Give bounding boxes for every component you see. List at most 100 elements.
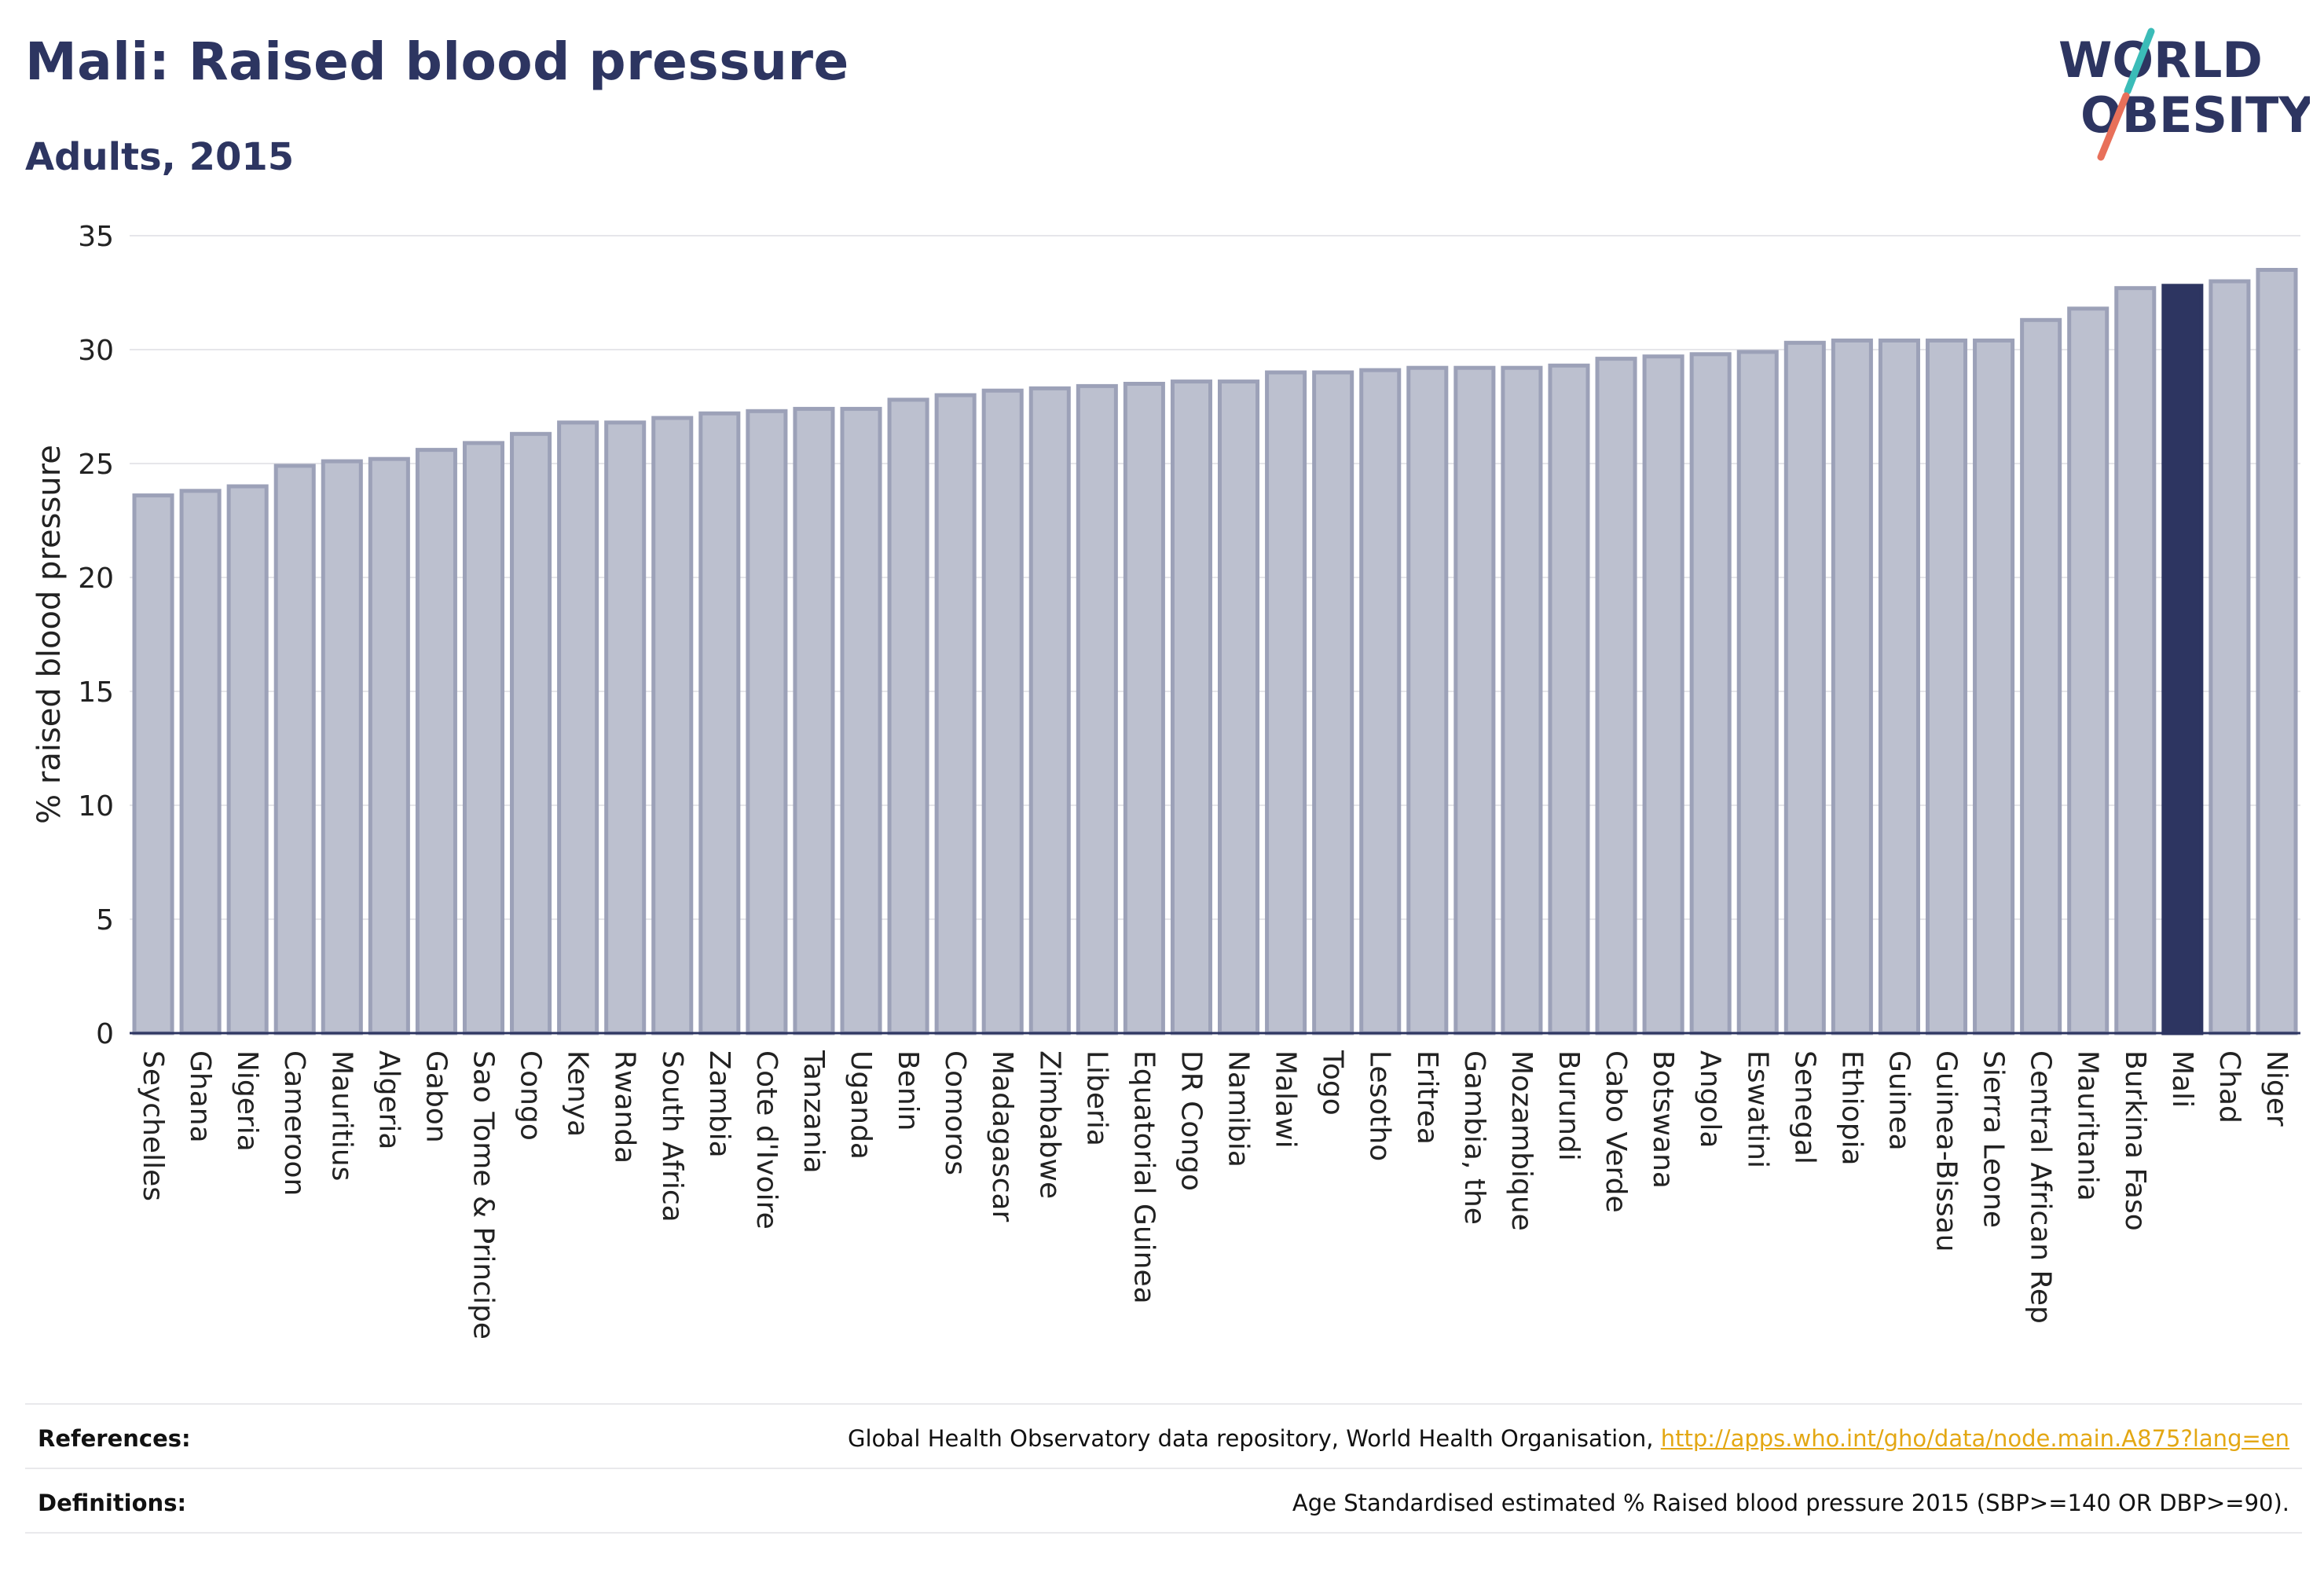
y-tick-label: 25 [78, 449, 114, 481]
x-tick-label: Madagascar [986, 1050, 1018, 1222]
bar-zambia [698, 411, 741, 1035]
references-text: Global Health Observatory data repositor… [847, 1425, 1661, 1452]
x-tick-label: Malawi [1270, 1050, 1302, 1149]
y-tick-label: 15 [78, 676, 114, 709]
bar-benin [887, 398, 929, 1035]
bar-gambia-the [1453, 365, 1496, 1035]
bar-malawi [1265, 370, 1307, 1035]
bar-eritrea [1406, 365, 1449, 1035]
x-tick-label: Equatorial Guinea [1127, 1050, 1160, 1304]
x-tick-label: Mauritania [2072, 1050, 2104, 1201]
divider [25, 1468, 2302, 1469]
x-tick-label: Sierra Leone [1978, 1050, 2010, 1228]
bar-nigeria [226, 484, 269, 1035]
x-tick-label: Burkina Faso [2119, 1050, 2151, 1231]
y-tick-labels: 0 5 10 15 20 25 30 35 [78, 221, 114, 1050]
bar-mali [2161, 284, 2204, 1035]
y-tick-label: 0 [96, 1018, 114, 1050]
divider [25, 1403, 2302, 1405]
x-tick-label: Niger [2260, 1050, 2293, 1127]
definitions-text: Age Standardised estimated % Raised bloo… [1292, 1490, 2289, 1516]
bar-burundi [1548, 363, 1590, 1035]
bar-congo [510, 431, 552, 1035]
bar-gabon [415, 448, 457, 1035]
x-tick-label: Nigeria [231, 1050, 263, 1152]
bar-ghana [179, 489, 222, 1035]
references-value: Global Health Observatory data repositor… [848, 1425, 2289, 1452]
bar-cabo-verde [1595, 357, 1637, 1035]
y-tick-label: 30 [78, 335, 114, 367]
bar-eswatini [1736, 350, 1779, 1035]
x-tick-label: Benin [892, 1050, 924, 1131]
x-tick-label: Togo [1317, 1050, 1349, 1116]
bar-lesotho [1359, 368, 1402, 1035]
x-tick-label: Congo [515, 1050, 547, 1141]
x-tick-label: Angola [1694, 1050, 1726, 1148]
x-tick-label: Mauritius [325, 1050, 357, 1181]
x-tick-label: Namibia [1222, 1050, 1255, 1167]
x-tick-label: Eritrea [1411, 1050, 1443, 1145]
y-tick-label: 10 [78, 790, 114, 823]
logo-line1: WORLD [2058, 31, 2263, 89]
bar-kenya [557, 420, 599, 1035]
world-obesity-logo: WORLD OBESITY [2058, 27, 2310, 161]
references-label: References: [38, 1425, 191, 1452]
x-tick-label: Cameroon [278, 1050, 310, 1196]
bar-niger [2256, 268, 2298, 1035]
bar-zimbabwe [1028, 386, 1071, 1035]
bar-guinea-bissau [1925, 338, 1968, 1035]
bar-cote-d-ivoire [746, 409, 788, 1035]
x-tick-label: Guinea [1882, 1050, 1915, 1151]
definitions-label: Definitions: [38, 1490, 187, 1516]
bar-mauritius [321, 459, 363, 1035]
x-tick-label: Central African Rep [2025, 1050, 2057, 1324]
bar-burkina-faso [2114, 286, 2157, 1035]
references-link[interactable]: http://apps.who.int/gho/data/node.main.A… [1660, 1425, 2289, 1452]
bar-senegal [1783, 340, 1826, 1035]
x-tick-label: South Africa [656, 1050, 688, 1222]
bar-seychelles [132, 493, 174, 1035]
x-tick-label: Rwanda [609, 1050, 641, 1164]
x-tick-label: Botswana [1647, 1050, 1679, 1189]
bar-madagascar [981, 388, 1024, 1035]
y-tick-label: 35 [78, 221, 114, 253]
x-tick-label: Cote d'Ivoire [750, 1050, 783, 1230]
x-tick-label: Liberia [1080, 1050, 1113, 1146]
bar-mauritania [2067, 306, 2110, 1035]
bar-togo [1312, 370, 1354, 1035]
bar-tanzania [793, 406, 835, 1035]
bar-ethiopia [1831, 338, 1873, 1035]
bar-dr-congo [1170, 379, 1212, 1035]
chart-title: Mali: Raised blood pressure [25, 31, 849, 92]
bar-guinea [1878, 338, 1920, 1035]
y-tick-label: 20 [78, 563, 114, 595]
x-tick-label: Sao Tome & Principe [467, 1050, 499, 1340]
x-tick-label: Uganda [845, 1050, 877, 1160]
definitions-row: Definitions: Age Standardised estimated … [25, 1468, 2302, 1530]
bar-rwanda [604, 420, 647, 1035]
x-tick-label: Mali [2166, 1050, 2198, 1108]
bar-chart: 0 5 10 15 20 25 30 35 Seychelles Ghana Nigeria Cam… [31, 221, 2300, 1340]
x-tick-label: Guinea-Bissau [1930, 1050, 1963, 1252]
bar-angola [1689, 352, 1732, 1035]
x-tick-label: Algeria [372, 1050, 405, 1150]
logo-slash-coral [2097, 92, 2130, 161]
y-tick-label: 5 [96, 904, 114, 936]
x-tick-label: Seychelles [137, 1050, 169, 1201]
x-tick-label: Zambia [703, 1050, 735, 1158]
y-axis-label: % raised blood pressure [31, 445, 68, 824]
x-tick-label: DR Congo [1175, 1050, 1207, 1191]
bar-botswana [1642, 354, 1684, 1035]
bar-south-africa [651, 416, 694, 1035]
x-tick-label: Ethiopia [1835, 1050, 1868, 1166]
divider [25, 1532, 2302, 1534]
bar-mozambique [1501, 365, 1543, 1035]
x-tick-label: Gabon [420, 1050, 452, 1143]
bar-namibia [1218, 379, 1260, 1035]
x-tick-label: Comoros [939, 1050, 971, 1175]
x-tick-label: Lesotho [1364, 1050, 1396, 1161]
bar-liberia [1076, 383, 1118, 1035]
x-tick-label: Mozambique [1505, 1050, 1538, 1231]
bar-cameroon [273, 464, 316, 1035]
bar-central-african-rep [2020, 317, 2062, 1035]
